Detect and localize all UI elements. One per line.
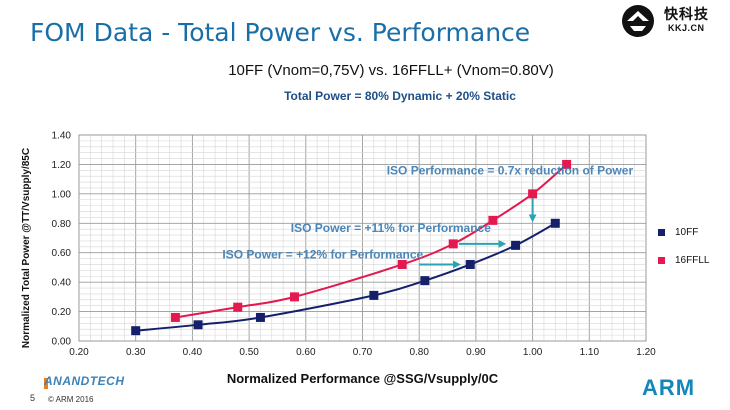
chart-annotation: ISO Performance = 0.7x reduction of Powe… [387, 164, 634, 178]
chart-annotations: ISO Performance = 0.7x reduction of Powe… [222, 164, 633, 262]
slide-subtitle: 10FF (Vnom=0,75V) vs. 16FFLL+ (Vnom=0.80… [228, 62, 554, 79]
x-tick-label: 0.60 [296, 347, 316, 358]
kkj-logo-icon [622, 5, 654, 37]
kkj-watermark-cn: 快科技 [664, 6, 709, 22]
data-point-1 [233, 302, 243, 312]
anandtech-logo: ANANDTECH [44, 374, 125, 388]
y-axis-label: Normalized Total Power @TT/Vsupply/85C [21, 148, 32, 348]
chart-grid [78, 134, 647, 342]
chart-axes: 0.20 0.30 0.40 0.50 0.60 0.70 0.80 0.90 1.00 1.10… [21, 131, 656, 387]
legend-item-10ff: 10FF [658, 226, 709, 238]
chart-annotation: ISO Power = +11% for Performance [291, 221, 491, 235]
chart-annotation: ISO Power = +12% for Performance [222, 248, 423, 262]
legend-swatch-16ffll [658, 256, 665, 264]
data-point-0 [131, 326, 141, 336]
y-tick-label: 1.00 [52, 189, 72, 200]
y-tick-label: 0.60 [52, 248, 72, 259]
x-tick-label: 0.70 [353, 347, 373, 358]
legend-label-16ffll: 16FFLL [675, 254, 710, 266]
y-tick-label: 0.00 [52, 337, 72, 348]
data-point-1 [170, 312, 180, 322]
x-tick-label: 1.10 [580, 347, 600, 358]
data-point-1 [289, 292, 299, 302]
anandtech-logo-mark-icon [44, 378, 48, 389]
data-point-1 [488, 215, 498, 225]
arm-logo: ARM [642, 375, 696, 400]
y-tick-label: 0.20 [52, 307, 72, 318]
x-tick-label: 0.50 [239, 347, 259, 358]
x-tick-label: 0.80 [409, 347, 429, 358]
legend-swatch-10ff [658, 228, 665, 236]
x-tick-label: 1.20 [636, 347, 656, 358]
y-tick-label: 0.40 [52, 278, 72, 289]
x-tick-label: 0.90 [466, 347, 486, 358]
data-point-1 [528, 189, 538, 199]
x-tick-label: 0.40 [183, 347, 203, 358]
chart-legend: 10FF 16FFLL [658, 226, 709, 282]
power-formula: Total Power = 80% Dynamic + 20% Static [284, 89, 516, 103]
data-point-0 [420, 276, 430, 286]
series-line-1 [175, 163, 568, 319]
legend-label-10ff: 10FF [675, 226, 699, 238]
data-point-1 [397, 259, 407, 269]
kkj-watermark-en: KKJ.CN [668, 23, 705, 33]
data-point-0 [193, 320, 203, 330]
chart-series [131, 159, 572, 336]
series-line-0 [135, 222, 556, 332]
chart-arrows [419, 198, 537, 269]
data-point-0 [465, 259, 475, 269]
page-number: 5 [30, 393, 36, 403]
data-point-1 [562, 159, 572, 169]
legend-item-16ffll: 16FFLL [658, 254, 709, 266]
data-point-1 [448, 239, 458, 249]
data-point-0 [255, 312, 265, 322]
slide-title: FOM Data - Total Power vs. Performance [30, 18, 531, 47]
x-axis-label: Normalized Performance @SSG/Vsupply/0C [227, 371, 499, 386]
data-point-0 [369, 290, 379, 300]
y-tick-label: 1.20 [52, 160, 72, 171]
x-tick-label: 0.30 [126, 347, 146, 358]
x-tick-label: 0.20 [69, 347, 89, 358]
x-tick-label: 1.00 [523, 347, 543, 358]
y-tick-label: 0.80 [52, 219, 72, 230]
data-point-0 [550, 218, 560, 228]
y-tick-label: 1.40 [52, 131, 72, 142]
data-point-0 [511, 240, 521, 250]
copyright-text: © ARM 2016 [48, 395, 94, 404]
